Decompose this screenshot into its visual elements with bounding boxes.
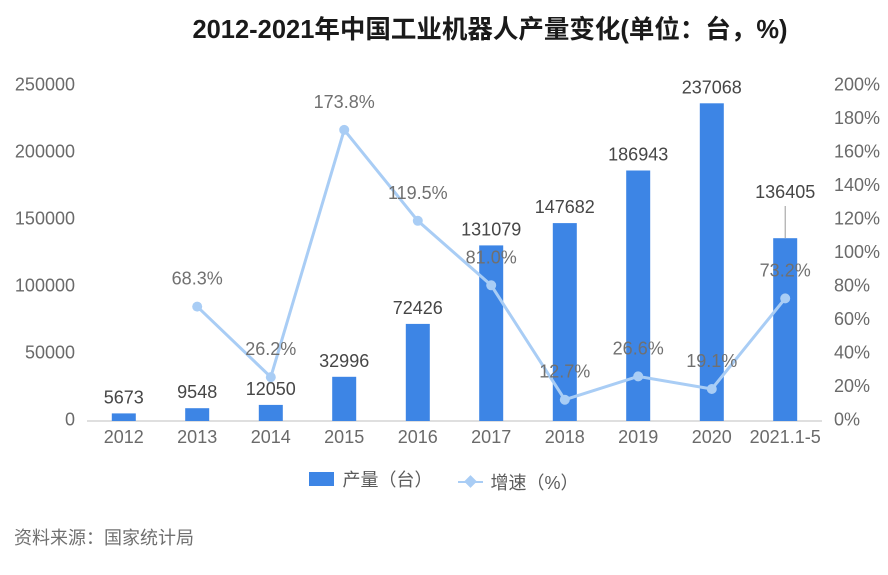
- svg-text:2019: 2019: [618, 427, 658, 447]
- svg-text:250000: 250000: [15, 75, 75, 95]
- svg-text:9548: 9548: [177, 382, 217, 402]
- svg-text:73.2%: 73.2%: [760, 260, 811, 280]
- svg-text:68.3%: 68.3%: [172, 269, 223, 289]
- svg-text:12.7%: 12.7%: [539, 362, 590, 382]
- svg-text:150000: 150000: [15, 209, 75, 229]
- svg-text:186943: 186943: [608, 145, 668, 165]
- svg-text:60%: 60%: [834, 309, 870, 329]
- svg-text:50000: 50000: [25, 343, 75, 363]
- svg-text:72426: 72426: [393, 298, 443, 318]
- svg-text:26.6%: 26.6%: [613, 338, 664, 358]
- svg-text:100%: 100%: [834, 242, 880, 262]
- svg-text:2018: 2018: [545, 427, 585, 447]
- svg-text:40%: 40%: [834, 343, 870, 363]
- svg-text:2014: 2014: [251, 427, 291, 447]
- svg-text:180%: 180%: [834, 108, 880, 128]
- svg-text:131079: 131079: [461, 219, 521, 239]
- svg-text:2021.1-5: 2021.1-5: [750, 427, 821, 447]
- svg-text:2013: 2013: [177, 427, 217, 447]
- svg-text:2017: 2017: [471, 427, 511, 447]
- svg-text:19.1%: 19.1%: [686, 351, 737, 371]
- svg-text:100000: 100000: [15, 276, 75, 296]
- svg-text:200000: 200000: [15, 142, 75, 162]
- svg-text:237068: 237068: [682, 77, 742, 97]
- svg-text:2020: 2020: [692, 427, 732, 447]
- svg-text:120%: 120%: [834, 209, 880, 229]
- svg-text:136405: 136405: [755, 182, 815, 202]
- svg-text:119.5%: 119.5%: [388, 183, 448, 203]
- svg-text:26.2%: 26.2%: [245, 339, 296, 359]
- svg-text:2015: 2015: [324, 427, 364, 447]
- svg-text:80%: 80%: [834, 276, 870, 296]
- svg-text:200%: 200%: [834, 75, 880, 95]
- svg-text:160%: 160%: [834, 142, 880, 162]
- svg-text:173.8%: 173.8%: [314, 92, 375, 112]
- svg-text:2016: 2016: [398, 427, 438, 447]
- svg-text:32996: 32996: [319, 351, 369, 371]
- svg-text:0%: 0%: [834, 410, 860, 430]
- svg-text:2012: 2012: [104, 427, 144, 447]
- svg-text:5673: 5673: [104, 387, 144, 407]
- svg-text:20%: 20%: [834, 376, 870, 396]
- svg-text:81.0%: 81.0%: [466, 247, 517, 267]
- svg-text:0: 0: [65, 410, 75, 430]
- svg-text:140%: 140%: [834, 175, 880, 195]
- svg-text:147682: 147682: [535, 197, 595, 217]
